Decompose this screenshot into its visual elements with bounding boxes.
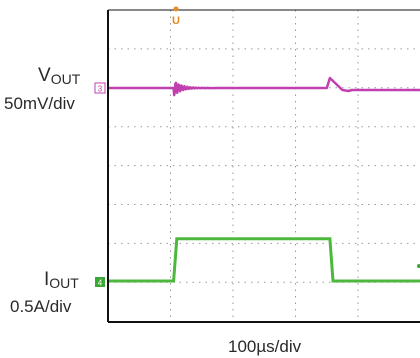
ch4-marker-number: 4 [98, 279, 103, 288]
iout-label: IOUT [44, 270, 79, 290]
iout-trace [108, 237, 420, 283]
vout-label-sub: OUT [50, 71, 81, 87]
trigger-dot [173, 6, 179, 12]
ch4-right-edge-marker [417, 264, 420, 268]
ch3-marker-number: 3 [98, 85, 103, 94]
ch3-marker: 3 [94, 82, 106, 94]
iout-scale-label: 0.5A/div [10, 297, 72, 316]
vout-scale-label: 50mV/div [4, 94, 75, 113]
iout-label-main: I [44, 269, 50, 290]
vout-label-main: V [38, 65, 51, 86]
trigger-marker-letter: U [172, 15, 180, 27]
vout-label: VOUT [38, 66, 80, 86]
traces [108, 76, 420, 283]
vout-trace [108, 76, 420, 97]
trigger-marker: U [172, 6, 180, 27]
iout-label-sub: OUT [49, 275, 79, 291]
time-scale-label: 100µs/div [228, 337, 302, 356]
ch4-marker: 4 [95, 277, 105, 288]
